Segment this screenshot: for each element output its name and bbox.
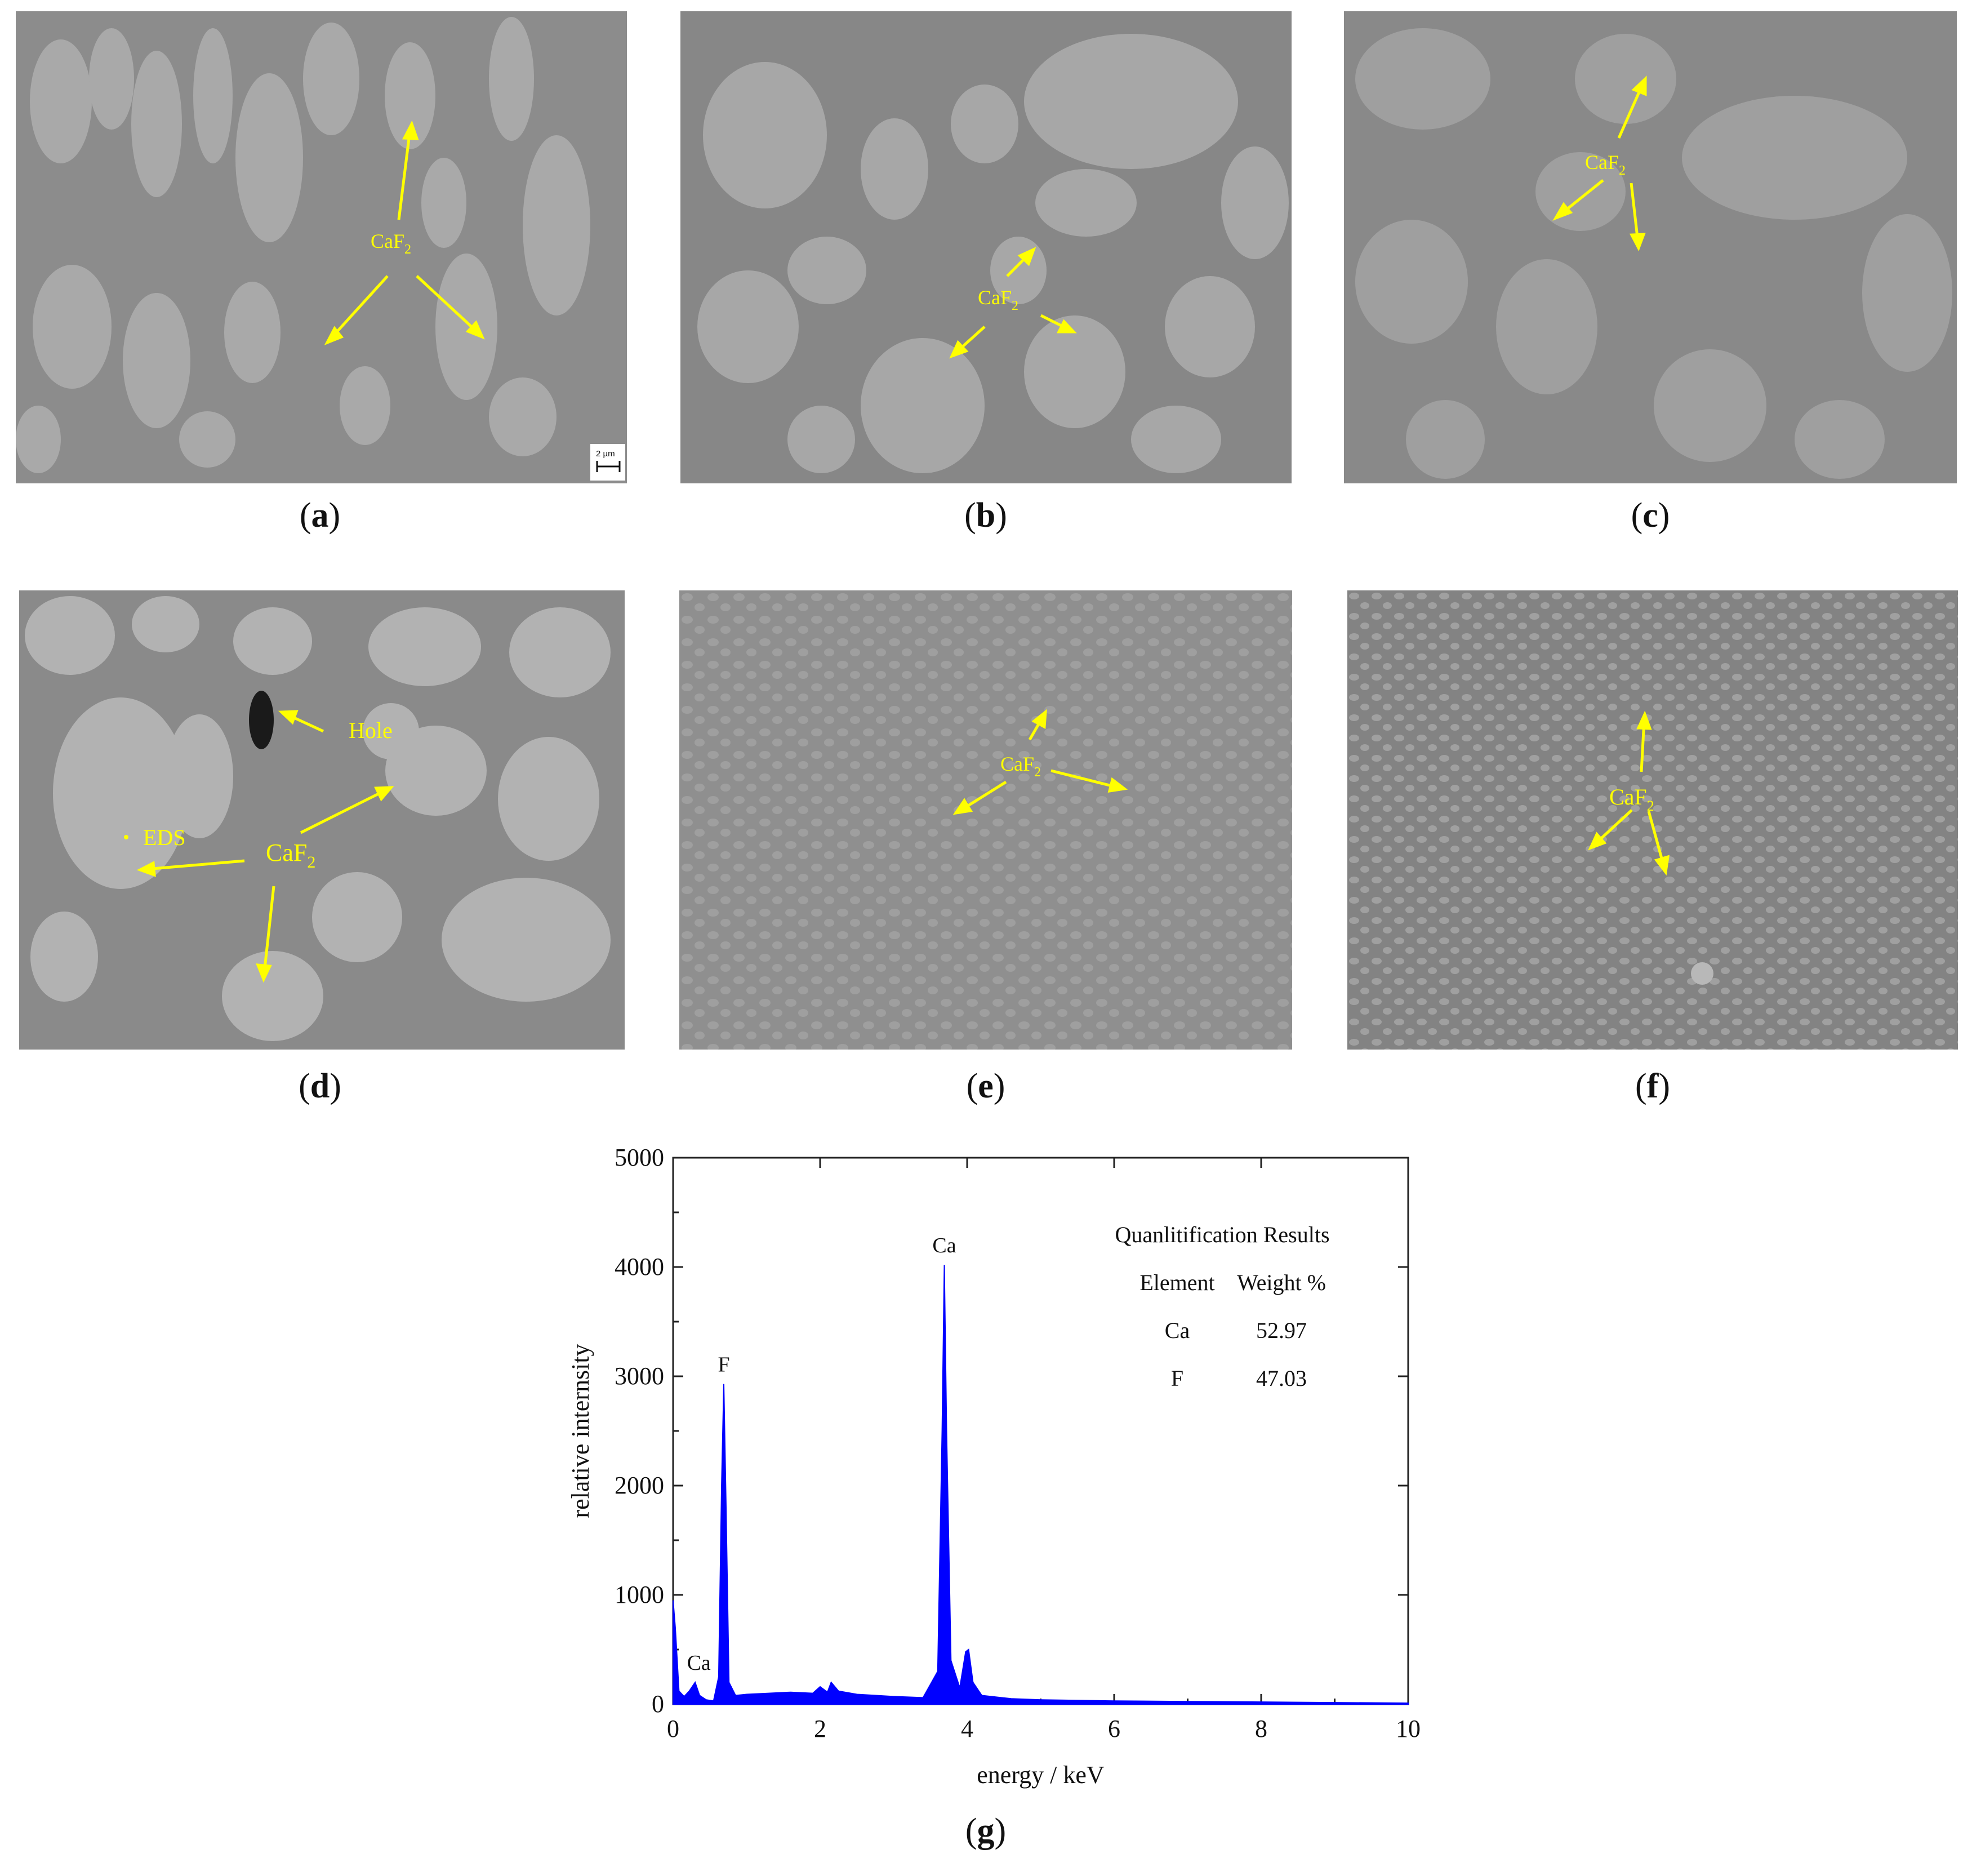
panel-label-e: (e)	[966, 1067, 1005, 1105]
y-tick-label: 3000	[615, 1362, 664, 1390]
sem-image-c: CaF2	[1344, 11, 1957, 483]
y-axis-title: relative internsity	[567, 1344, 594, 1518]
x-tick-label: 0	[667, 1715, 679, 1742]
table-title: Quanlitification Results	[1115, 1222, 1329, 1247]
panel-g: 0 2 4 6 8 10 0 1000 2000 3000 4000 5000 energy / keV…	[529, 1121, 1442, 1853]
table-header: Weight %	[1237, 1270, 1326, 1295]
peak-label-ca: Ca	[932, 1234, 956, 1257]
y-tick-label: 2000	[615, 1472, 664, 1499]
panel-label-b: (b)	[964, 496, 1007, 535]
x-tick-label: 2	[814, 1715, 826, 1742]
hole-label: Hole	[349, 718, 393, 743]
panel-label-g: (g)	[965, 1812, 1007, 1850]
panel-label-a: (a)	[299, 496, 341, 535]
sem-image-d: EDS Hole CaF2	[19, 590, 625, 1050]
peak-label-ca: Ca	[687, 1651, 711, 1675]
table-header: Element	[1139, 1270, 1214, 1295]
caf2-label-e: CaF2	[1000, 753, 1041, 780]
x-tick-label: 4	[961, 1715, 973, 1742]
x-axis-title: energy / keV	[977, 1761, 1105, 1789]
caf2-label-b: CaF2	[978, 286, 1018, 313]
sem-image-f: CaF2	[1347, 590, 1958, 1050]
spectrum-series-0	[673, 1265, 1409, 1705]
y-tick-label: 0	[652, 1690, 664, 1718]
caf2-label-c: CaF2	[1585, 151, 1626, 178]
y-tick-label: 5000	[615, 1144, 664, 1171]
table-cell: 52.97	[1256, 1318, 1307, 1343]
panel-label-c: (c)	[1631, 496, 1670, 535]
peak-label-f: F	[718, 1353, 729, 1377]
x-tick-label: 6	[1108, 1715, 1120, 1742]
panel-label-f: (f)	[1635, 1067, 1670, 1105]
y-tick-label: 4000	[615, 1253, 664, 1281]
caf2-label-f: CaF2	[1609, 784, 1654, 814]
y-tick-label: 1000	[615, 1581, 664, 1608]
caf2-label-d: CaF2	[266, 839, 315, 872]
eds-spectrum-chart: 0 2 4 6 8 10 0 1000 2000 3000 4000 5000 energy / keV…	[567, 1144, 1421, 1789]
scale-bar-label: 2 µm	[596, 449, 615, 459]
table-cell: Ca	[1165, 1318, 1190, 1343]
sem-image-a: CaF2 2 µm	[16, 11, 627, 483]
table-cell: F	[1171, 1366, 1183, 1391]
panel-label-d: (d)	[299, 1067, 341, 1105]
x-tick-label: 10	[1396, 1715, 1421, 1742]
sem-image-b: CaF2	[680, 11, 1292, 483]
caf2-label-a: CaF2	[371, 230, 411, 257]
sem-image-e: CaF2	[679, 590, 1292, 1050]
table-cell: 47.03	[1256, 1366, 1307, 1391]
eds-label: EDS	[143, 825, 186, 850]
x-tick-label: 8	[1255, 1715, 1267, 1742]
